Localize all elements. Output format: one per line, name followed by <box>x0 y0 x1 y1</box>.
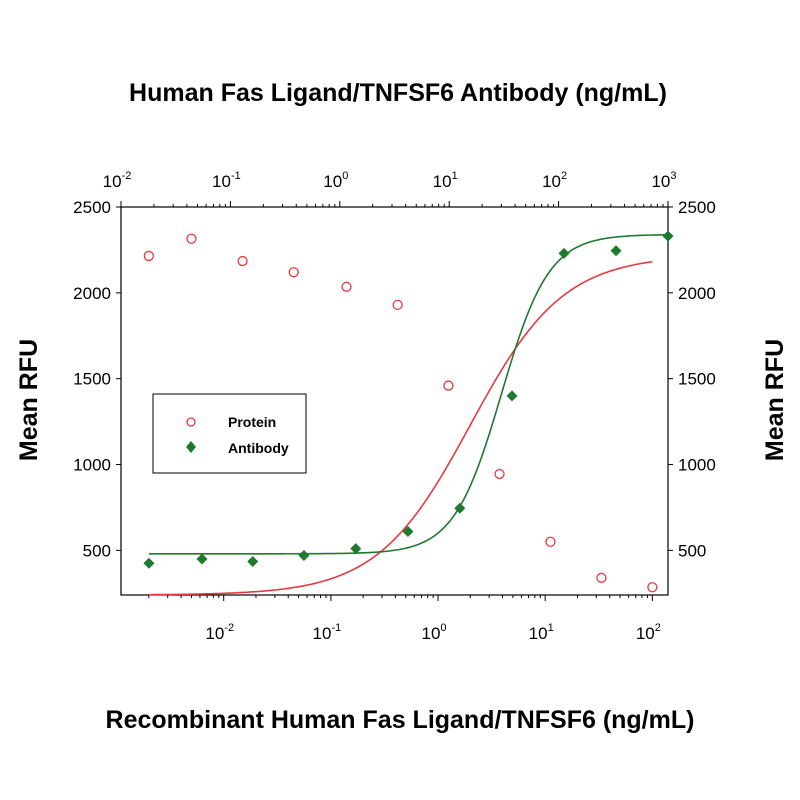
antibody-point <box>196 553 208 565</box>
y-tick-label-left: 1000 <box>73 456 111 475</box>
y-tick-label-left: 2000 <box>73 284 111 303</box>
y-tick-label-left: 2500 <box>73 198 111 217</box>
bottom-axis: 10-2 10-1 100 101 102 <box>148 595 661 643</box>
antibody-point <box>402 525 414 537</box>
protein-point <box>596 572 607 583</box>
protein-point <box>647 582 658 593</box>
top-axis-tick-exponent: 2 <box>561 170 567 182</box>
bottom-axis-tick-label: 102 <box>636 622 661 643</box>
y-axis-label-right: Mean RFU <box>761 339 789 461</box>
antibody-fit-curve <box>148 233 669 555</box>
y-tick-label-right: 1000 <box>678 456 716 475</box>
top-axis-tick-label: 10-2 <box>103 170 132 191</box>
top-axis-tick-label: 102 <box>542 170 567 191</box>
protein-point <box>186 233 197 244</box>
top-axis-tick-label: 10-1 <box>212 170 241 191</box>
legend-protein-marker <box>186 417 196 427</box>
y-tick-label-right: 2500 <box>678 198 716 217</box>
antibody-point <box>247 556 259 568</box>
legend: Protein Antibody <box>152 393 307 474</box>
protein-point <box>494 468 505 480</box>
bottom-axis-tick-label: 100 <box>422 622 447 643</box>
legend-antibody-label: Antibody <box>228 440 289 456</box>
protein-fit-curve <box>148 260 653 596</box>
y-axis-label-left: Mean RFU <box>15 339 43 461</box>
bottom-axis-tick-exponent: 0 <box>440 622 446 634</box>
y-tick-label-left: 1500 <box>73 370 111 389</box>
bottom-axis-tick-label: 101 <box>529 622 554 643</box>
antibody-point <box>298 550 310 562</box>
bottom-axis-tick-exponent: 1 <box>548 622 554 634</box>
protein-point <box>143 250 154 262</box>
protein-point <box>237 255 248 267</box>
antibody-point <box>454 502 466 514</box>
legend-antibody-marker <box>186 441 196 453</box>
y-tick-label-left: 500 <box>83 541 111 560</box>
top-axis-tick-exponent: 0 <box>342 170 348 182</box>
protein-point <box>443 380 454 391</box>
antibody-point <box>506 390 518 402</box>
bottom-axis-tick-label: 10-1 <box>313 622 342 643</box>
bottom-axis-tick-exponent: -1 <box>331 622 341 634</box>
top-axis-tick-label: 101 <box>433 170 458 191</box>
top-axis-tick-exponent: -1 <box>231 170 241 182</box>
y-axis: 500 500 1000 1000 1500 1500 2000 2000 2500 2500 <box>73 198 716 560</box>
legend-box <box>152 393 307 474</box>
top-axis: 10-2 10-1 100 101 102 103 <box>103 170 677 207</box>
legend-protein-label: Protein <box>228 414 276 430</box>
bottom-axis-tick-label: 10-2 <box>205 622 234 643</box>
antibody-point <box>143 557 155 569</box>
data-points <box>143 230 674 593</box>
bottom-axis-tick-exponent: -2 <box>224 622 234 634</box>
fit-curves <box>148 233 669 596</box>
top-axis-tick-exponent: 1 <box>452 170 458 182</box>
bottom-axis-title: Recombinant Human Fas Ligand/TNFSF6 (ng/… <box>106 706 695 734</box>
top-axis-title: Human Fas Ligand/TNFSF6 Antibody (ng/mL) <box>129 79 667 107</box>
bottom-axis-tick-exponent: 2 <box>655 622 661 634</box>
y-tick-label-right: 500 <box>678 541 706 560</box>
protein-point <box>288 267 299 278</box>
antibody-point <box>662 230 674 242</box>
y-tick-label-right: 2000 <box>678 284 716 303</box>
protein-point <box>341 281 352 292</box>
antibody-point <box>558 247 570 259</box>
antibody-point <box>610 245 622 257</box>
protein-point <box>545 536 556 547</box>
y-tick-label-right: 1500 <box>678 370 716 389</box>
top-axis-tick-exponent: 3 <box>670 170 676 182</box>
top-axis-tick-label: 100 <box>323 170 348 191</box>
top-axis-tick-exponent: -2 <box>122 170 132 182</box>
plot-frame <box>120 206 669 596</box>
protein-point <box>392 299 403 311</box>
top-axis-tick-label: 103 <box>651 170 676 191</box>
antibody-point <box>350 543 362 555</box>
